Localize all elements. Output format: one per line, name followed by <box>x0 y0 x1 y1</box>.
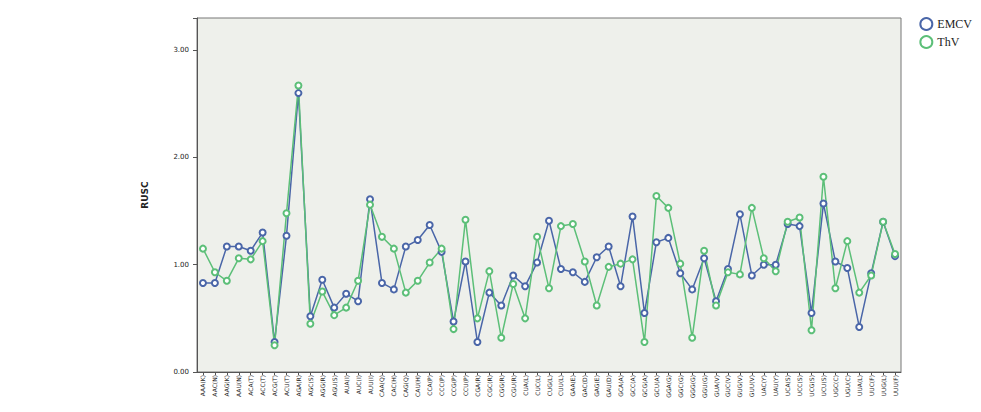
svg-text:UGU(C): UGU(C) <box>844 375 851 397</box>
svg-text:GGA(G): GGA(G) <box>665 375 672 398</box>
svg-text:GCG(A): GCG(A) <box>641 375 648 397</box>
svg-text:RUSC: RUSC <box>140 181 150 209</box>
svg-text:AUA(I): AUA(I) <box>343 375 350 394</box>
svg-text:GGG(G): GGG(G) <box>689 375 696 398</box>
svg-text:UCC(S): UCC(S) <box>796 375 803 396</box>
svg-text:AAG(K): AAG(K) <box>223 375 230 397</box>
svg-text:CGU(R): CGU(R) <box>510 375 517 397</box>
svg-text:UUG(L): UUG(L) <box>880 375 887 396</box>
svg-text:AGG(R): AGG(R) <box>319 375 326 397</box>
svg-text:ACC(T): ACC(T) <box>259 375 266 396</box>
svg-text:GAA(E): GAA(E) <box>569 375 576 397</box>
svg-text:AGU(S): AGU(S) <box>331 375 338 397</box>
svg-text:UGC(C): UGC(C) <box>832 375 839 397</box>
svg-text:AAA(K): AAA(K) <box>199 375 206 396</box>
svg-text:UAC(Y): UAC(Y) <box>760 375 767 396</box>
svg-text:AUU(I): AUU(I) <box>367 375 374 394</box>
svg-text:UCA(S): UCA(S) <box>784 375 791 396</box>
svg-text:ThV: ThV <box>937 35 959 49</box>
svg-text:1.00: 1.00 <box>173 261 189 269</box>
svg-text:GCC(A): GCC(A) <box>629 375 636 397</box>
svg-text:AGC(S): AGC(S) <box>307 375 314 396</box>
svg-text:CUU(L): CUU(L) <box>557 375 564 396</box>
svg-text:ACU(T): ACU(T) <box>283 375 290 396</box>
svg-text:CCG(P): CCG(P) <box>450 375 457 396</box>
svg-text:GCU(A): GCU(A) <box>653 375 660 397</box>
svg-text:CUA(L): CUA(L) <box>522 375 529 396</box>
svg-text:GCA(A): GCA(A) <box>617 375 624 397</box>
svg-text:CCU(P): CCU(P) <box>462 375 469 396</box>
svg-text:CAC(H): CAC(H) <box>390 375 397 397</box>
svg-text:CUC(L): CUC(L) <box>534 375 541 396</box>
svg-text:AAC(N): AAC(N) <box>211 375 218 397</box>
svg-text:UCG(S): UCG(S) <box>808 375 815 397</box>
svg-text:AUC(I): AUC(I) <box>355 375 362 394</box>
svg-text:UUU(F): UUU(F) <box>892 375 899 396</box>
svg-text:CGA(R): CGA(R) <box>474 375 481 397</box>
svg-text:GUG(V): GUG(V) <box>736 375 743 397</box>
svg-text:GUA(V): GUA(V) <box>713 375 720 397</box>
svg-text:CCC(P): CCC(P) <box>438 375 445 396</box>
svg-text:UCU(S): UCU(S) <box>820 375 827 396</box>
svg-text:CAA(Q): CAA(Q) <box>378 375 385 397</box>
svg-text:2.00: 2.00 <box>173 153 189 161</box>
svg-text:0.00: 0.00 <box>173 368 189 376</box>
svg-text:GUC(V): GUC(V) <box>724 375 731 397</box>
svg-text:CAG(Q): CAG(Q) <box>402 375 409 397</box>
svg-text:ACA(T): ACA(T) <box>247 375 254 396</box>
svg-text:CUG(L): CUG(L) <box>546 375 553 396</box>
svg-text:EMCV: EMCV <box>937 17 972 31</box>
svg-text:UUC(F): UUC(F) <box>868 375 875 396</box>
svg-text:UUA(L): UUA(L) <box>856 375 863 396</box>
svg-text:3.00: 3.00 <box>173 46 189 54</box>
svg-text:AGA(R): AGA(R) <box>295 375 302 397</box>
svg-text:GAG(E): GAG(E) <box>593 375 600 397</box>
svg-text:GGC(G): GGC(G) <box>677 375 684 398</box>
svg-text:CGC(R): CGC(R) <box>486 375 493 397</box>
svg-text:ACG(T): ACG(T) <box>271 375 278 396</box>
svg-text:GGU(G): GGU(G) <box>701 375 708 398</box>
svg-text:CAU(H): CAU(H) <box>414 375 421 397</box>
svg-text:CGG(R): CGG(R) <box>498 375 505 397</box>
svg-text:GAC(D): GAC(D) <box>581 375 588 397</box>
svg-text:AAU(N): AAU(N) <box>235 375 242 397</box>
svg-text:GAU(D): GAU(D) <box>605 375 612 397</box>
svg-text:GUU(V): GUU(V) <box>748 375 755 397</box>
svg-text:CCA(P): CCA(P) <box>426 375 433 396</box>
svg-text:UAU(Y): UAU(Y) <box>772 375 779 396</box>
